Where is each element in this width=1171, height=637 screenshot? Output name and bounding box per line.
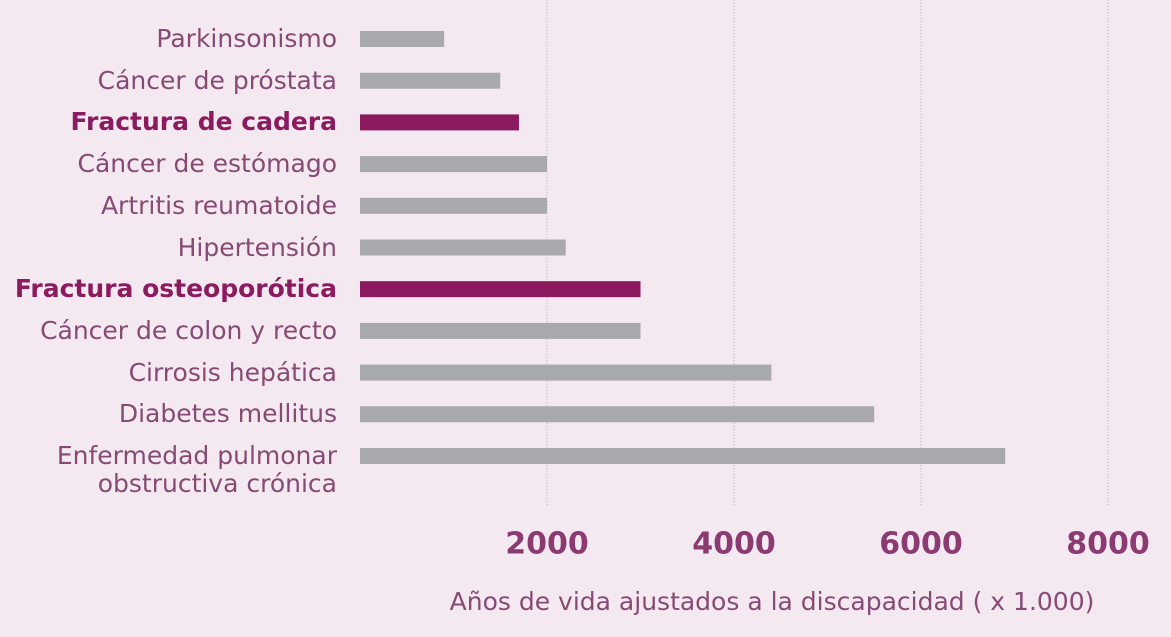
- x-tick-label: 4000: [692, 527, 776, 562]
- bar: [360, 72, 501, 89]
- category-label: Fractura de cadera: [70, 107, 337, 137]
- bar: [360, 156, 547, 173]
- x-tick-label: 8000: [1066, 527, 1150, 562]
- category-label: Parkinsonismo: [156, 24, 337, 53]
- x-tick-label: 6000: [879, 527, 963, 562]
- category-label: Artritis reumatoide: [100, 190, 337, 220]
- category-label: Fractura osteoporótica: [14, 274, 337, 304]
- bar: [360, 281, 641, 298]
- category-label: Cirrosis hepática: [128, 357, 337, 387]
- category-label: Cáncer de próstata: [97, 65, 337, 95]
- x-tick-label: 2000: [505, 527, 589, 562]
- bar: [360, 239, 566, 256]
- bar: [360, 197, 547, 214]
- bar: [360, 322, 641, 339]
- x-axis-label: Años de vida ajustados a la discapacidad…: [450, 587, 1095, 616]
- category-label: Enfermedad pulmonar obstructiva crónica: [56, 441, 337, 498]
- bar: [360, 364, 772, 381]
- bar: [360, 114, 519, 131]
- category-label: Hipertensión: [177, 232, 337, 262]
- bar: [360, 31, 445, 47]
- category-label: Diabetes mellitus: [118, 399, 337, 429]
- bar: [360, 448, 1006, 464]
- bar: [360, 406, 875, 423]
- category-label: Cáncer de estómago: [77, 149, 337, 179]
- category-label: Cáncer de colon y recto: [40, 315, 337, 345]
